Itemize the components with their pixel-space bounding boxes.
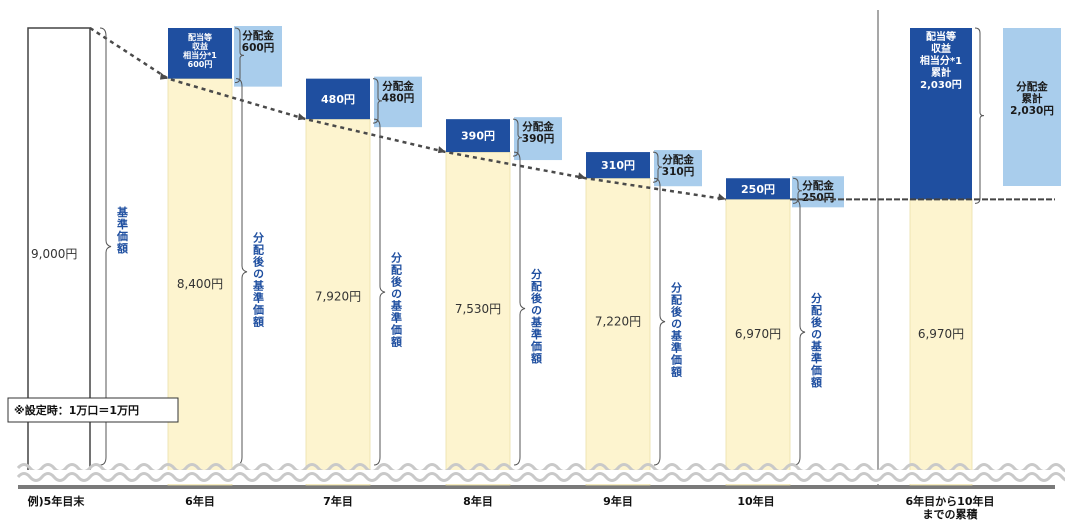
base-bar <box>445 151 511 486</box>
vertical-brace-label: 分配後の基準価額 <box>390 251 404 348</box>
base-value-label: 7,920円 <box>315 290 361 304</box>
distribution-box <box>306 78 370 120</box>
category-label: 6年目から10年目までの累積 <box>906 494 995 521</box>
distribution-box-label: 250円 <box>741 183 775 196</box>
vertical-brace-label: 分配後の基準価額 <box>252 231 266 328</box>
arrowhead <box>578 172 586 180</box>
distribution-box-label: 配当等収益相当分*1 累計 2,030円 <box>920 30 962 91</box>
base-value-label: 9,000円 <box>31 247 77 261</box>
vertical-brace-label: 分配後の基準価額 <box>530 267 544 364</box>
payout-box-label: 分配金累計 2,030円 <box>1010 80 1054 117</box>
category-label: 10年目 <box>737 494 774 508</box>
arrowhead <box>298 113 306 121</box>
distribution-box-label: 310円 <box>601 159 635 172</box>
value-brace <box>513 151 526 466</box>
category-label: 7年目 <box>323 494 353 508</box>
distribution-box <box>446 119 510 153</box>
base-value-label: 6,970円 <box>735 327 781 341</box>
distribution-box <box>726 178 790 200</box>
arrowhead <box>718 193 726 201</box>
payout-box-label: 分配金 480円 <box>382 80 414 105</box>
payout-box-label: 分配金 250円 <box>802 179 834 204</box>
vertical-brace-label: 基準価額 <box>116 205 130 254</box>
category-label: 8年目 <box>463 494 493 508</box>
base-bar <box>305 118 371 486</box>
payout-box <box>514 117 562 161</box>
distribution-box <box>910 28 972 200</box>
distribution-box <box>168 28 232 79</box>
value-brace <box>235 78 248 466</box>
base-value-label: 7,530円 <box>455 302 501 316</box>
payout-box <box>374 76 422 128</box>
arrowhead <box>160 72 168 80</box>
small-brace <box>974 27 985 204</box>
base-value-label: 8,400円 <box>177 277 223 291</box>
payout-box-label: 分配金 390円 <box>522 120 554 145</box>
category-label: 例)5年目末 <box>28 494 86 508</box>
distribution-box-label: 480円 <box>321 93 355 106</box>
note-text: ※設定時：1万口＝1万円 <box>14 403 139 417</box>
arrowhead <box>438 146 446 154</box>
vertical-brace-label: 分配後の基準価額 <box>810 291 824 388</box>
base-value-label: 7,220円 <box>595 315 641 329</box>
base-bar <box>725 198 791 486</box>
category-label: 9年目 <box>603 494 633 508</box>
value-brace <box>99 27 112 466</box>
value-brace <box>653 177 666 466</box>
distribution-box-label: 390円 <box>461 130 495 143</box>
payout-box <box>792 176 844 208</box>
payout-box <box>1003 28 1061 186</box>
axis-break-wave <box>16 472 1065 482</box>
payout-box <box>234 26 282 87</box>
decline-dashed-line <box>89 26 727 201</box>
value-brace <box>373 118 386 466</box>
distribution-box-label: 配当等収益相当分*1 600円 <box>183 32 217 69</box>
base-value-label: 6,970円 <box>918 327 964 341</box>
base-bar <box>585 177 651 486</box>
payout-box <box>654 150 702 187</box>
payout-box-label: 分配金 310円 <box>662 153 694 178</box>
distribution-box <box>586 152 650 179</box>
note-box <box>7 397 179 423</box>
value-brace <box>793 198 806 466</box>
payout-box-label: 分配金 600円 <box>242 29 274 54</box>
base-bar <box>909 198 973 486</box>
category-label: 6年目 <box>185 494 215 508</box>
vertical-brace-label: 分配後の基準価額 <box>670 280 684 377</box>
